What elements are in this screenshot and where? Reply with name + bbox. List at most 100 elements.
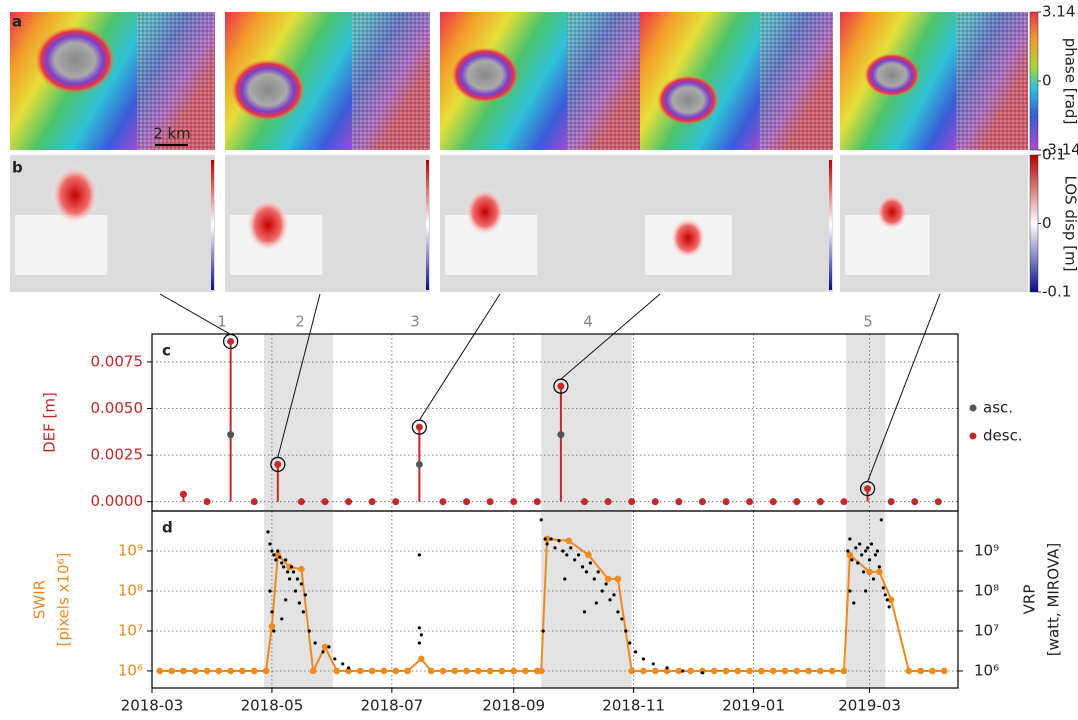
stem-marker [345, 498, 353, 506]
vrp-point [864, 589, 868, 593]
legend-label: desc. [983, 427, 1023, 445]
stem-marker [415, 423, 423, 431]
vrp-point [333, 657, 337, 661]
vrp-point [604, 582, 608, 586]
vrp-point [284, 598, 288, 602]
noise-area [352, 12, 430, 150]
vrp-point [272, 553, 276, 557]
vrp-point [266, 530, 270, 534]
swir-point [498, 667, 506, 675]
swir-point [604, 575, 612, 583]
vrp-point [848, 537, 852, 541]
stem-marker [651, 498, 659, 506]
highlight-ring [553, 378, 569, 394]
y-tick-label: 10⁹ [118, 541, 143, 559]
vrp-point [584, 570, 589, 574]
noise-area [759, 12, 833, 150]
swir-point [439, 667, 447, 675]
vrp-point [280, 561, 284, 565]
swir-point [180, 667, 187, 675]
vrp-point [641, 657, 646, 661]
fringes [864, 53, 920, 97]
highlight-ring [411, 419, 428, 435]
swir-point [463, 667, 470, 675]
vrp-point [321, 650, 325, 654]
swir-point [215, 667, 223, 675]
vrp-point [561, 549, 565, 553]
stem-marker [604, 498, 612, 506]
swir-point [309, 667, 317, 675]
swir-point [746, 667, 753, 675]
vrp-point [272, 629, 276, 633]
swir-point [722, 667, 730, 675]
fringes [35, 26, 115, 94]
y-tick-label: 10⁶ [118, 661, 143, 679]
highlight-ring [859, 480, 876, 497]
stem-marker [793, 498, 801, 506]
vrp-point [620, 617, 624, 621]
vrp-point [871, 577, 876, 581]
axes-frame [151, 510, 959, 689]
swir-point [699, 667, 706, 675]
leader-line [277, 293, 321, 458]
swir-point [876, 568, 883, 576]
stem-marker [274, 460, 282, 468]
colorbar-tick-label: 0 [1042, 72, 1052, 90]
y2-axis-label: VRP [1021, 585, 1039, 615]
vrp-point [289, 565, 294, 569]
stem-marker [250, 498, 258, 506]
disp-white [15, 215, 108, 275]
vrp-point [541, 629, 545, 633]
stem-marker [840, 498, 848, 506]
swir-point [585, 551, 592, 559]
stem-marker [675, 498, 683, 506]
swir-point [268, 623, 276, 630]
stem-marker [415, 460, 423, 468]
eruption-span [264, 511, 333, 688]
eruption-span [541, 334, 632, 511]
vrp-point [327, 645, 331, 649]
vrp-point [270, 549, 274, 553]
vrp-point [565, 553, 569, 557]
y-tick-label: 10⁷ [118, 621, 143, 639]
vrp-point [268, 589, 272, 593]
stem-marker [179, 490, 187, 498]
swir-point [866, 568, 873, 576]
vrp-point [286, 570, 290, 574]
swir-point [710, 667, 718, 675]
vrp-point [877, 565, 881, 569]
vrp-point [873, 553, 878, 557]
eruption-span [845, 334, 886, 511]
vrp-point [549, 537, 553, 541]
swir-point [250, 667, 258, 675]
fringes [657, 75, 719, 125]
stem-marker [392, 498, 400, 506]
stem-marker [769, 498, 777, 506]
swir-point [675, 667, 683, 675]
vrp-point [268, 542, 272, 546]
vrp-point [867, 558, 872, 562]
map-panels: a b 2 km 3.14 0 -3.14 phase [rad] 0.1 0 -0.1 LOS d… [10, 3, 1078, 301]
vrp-point [417, 641, 421, 645]
y-axis-label: DEF [m] [41, 392, 59, 453]
swir-point [427, 667, 435, 675]
stem-marker [911, 498, 919, 506]
vrp-point [864, 549, 868, 553]
swir-point [239, 667, 246, 675]
vrp-point [681, 669, 685, 673]
vrp-point [852, 601, 856, 605]
y-axis-label: SWIR [31, 580, 49, 619]
vrp-point [856, 561, 860, 565]
colorbar-label: phase [rad] [1062, 38, 1078, 125]
swir-point [940, 667, 948, 675]
swir-point [168, 667, 175, 675]
stem-marker [722, 498, 730, 506]
vrp-point [303, 593, 307, 597]
y-axis-label: [pixels x10⁶] [55, 553, 73, 647]
y-tick-label: 0.0000 [91, 492, 144, 510]
vrp-point [563, 577, 567, 581]
event-label: 2 [295, 313, 305, 331]
stem-marker [297, 498, 305, 506]
vrp-point [276, 549, 280, 553]
panel-letter: a [12, 13, 22, 31]
